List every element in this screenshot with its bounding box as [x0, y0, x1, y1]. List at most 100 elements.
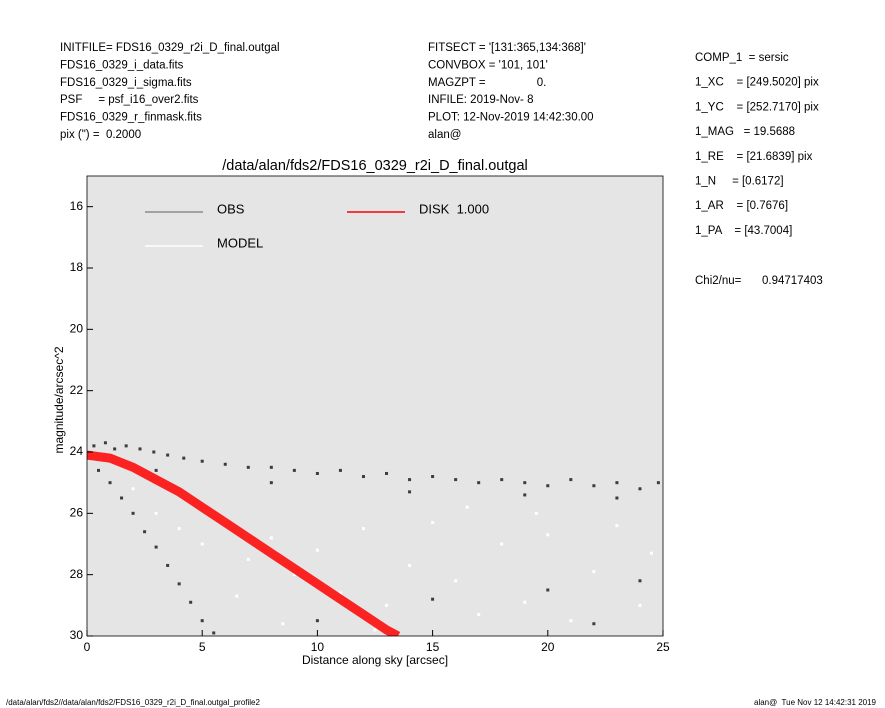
data-point: [385, 471, 389, 475]
data-point: [131, 487, 135, 491]
data-point: [124, 444, 128, 448]
data-point: [200, 619, 204, 623]
x-tick-label: 10: [311, 640, 325, 654]
data-point: [338, 468, 342, 472]
y-tick-label: 20: [70, 322, 84, 336]
header-middle-line: FITSECT = '[131:365,134:368]': [428, 42, 586, 54]
header-right-line: COMP_1 = sersic: [695, 52, 789, 64]
header-middle-line: MAGZPT = 0.: [428, 77, 546, 89]
y-tick-label: 16: [70, 199, 84, 213]
data-point: [361, 475, 365, 479]
data-point: [152, 450, 156, 454]
data-point: [408, 563, 412, 567]
legend-label: MODEL: [217, 235, 263, 250]
data-point: [534, 511, 538, 515]
data-point: [292, 468, 296, 472]
plot-frame: [86, 175, 664, 637]
data-point: [454, 579, 458, 583]
data-point: [113, 447, 117, 451]
data-point: [592, 570, 596, 574]
data-point: [212, 631, 216, 635]
data-point: [615, 481, 619, 485]
y-tick-label: 26: [70, 506, 84, 520]
data-point: [523, 493, 527, 497]
header-middle-line: INFILE: 2019-Nov- 8: [428, 94, 533, 106]
header-left-line: FDS16_0329_i_sigma.fits: [60, 77, 192, 89]
header-right-line: 1_PA = [43.7004]: [695, 225, 792, 237]
y-tick-label: 28: [70, 567, 84, 581]
data-point: [177, 527, 181, 531]
data-point: [408, 490, 412, 494]
data-point: [615, 524, 619, 528]
x-tick-label: 5: [199, 640, 206, 654]
y-tick-label: 24: [70, 444, 84, 458]
data-point: [546, 533, 550, 537]
data-point: [200, 459, 204, 463]
data-point: [592, 622, 596, 626]
footer-left: /data/alan/fds2//data/alan/fds2/FDS16_03…: [6, 698, 261, 707]
y-tick-label: 18: [70, 260, 84, 274]
data-point: [500, 542, 504, 546]
data-point: [569, 478, 573, 482]
chi-value: 0.94717403: [762, 275, 823, 287]
data-point: [182, 456, 186, 460]
data-point: [373, 628, 377, 632]
data-point: [246, 465, 250, 469]
y-tick-label: 22: [70, 383, 84, 397]
legend-label: DISK 1.000: [419, 201, 489, 216]
data-point: [269, 465, 273, 469]
header-left-line: PSF = psf_i16_over2.fits: [60, 94, 199, 106]
data-point: [638, 487, 642, 491]
data-point: [361, 527, 365, 531]
data-point: [523, 600, 527, 604]
data-point: [177, 582, 181, 586]
data-point: [143, 530, 147, 534]
data-point: [431, 475, 435, 479]
data-point: [546, 484, 550, 488]
data-point: [131, 511, 135, 515]
data-point: [615, 496, 619, 500]
data-point: [523, 481, 527, 485]
x-tick-label: 15: [426, 640, 440, 654]
x-tick-label: 0: [84, 640, 91, 654]
header-left-line: pix (") = 0.2000: [60, 129, 141, 141]
data-point: [569, 619, 573, 623]
x-tick-label: 20: [541, 640, 555, 654]
header-right-line: 1_RE = [21.6839] pix: [695, 151, 813, 163]
header-left-line: INITFILE= FDS16_0329_r2i_D_final.outgal: [60, 42, 280, 54]
data-point: [103, 441, 107, 445]
data-point: [500, 478, 504, 482]
data-point: [465, 505, 469, 509]
data-point: [108, 481, 112, 485]
data-point: [154, 545, 158, 549]
header-left-line: FDS16_0329_i_data.fits: [60, 59, 184, 71]
data-point: [338, 591, 342, 595]
data-point: [269, 481, 273, 485]
data-point: [166, 563, 170, 567]
data-point: [269, 536, 273, 540]
data-point: [408, 478, 412, 482]
data-point: [649, 551, 653, 555]
data-point: [315, 471, 319, 475]
header-left-line: FDS16_0329_r_finmask.fits: [60, 112, 202, 124]
data-point: [97, 468, 101, 472]
data-point: [120, 496, 124, 500]
data-point: [477, 481, 481, 485]
data-point: [138, 447, 142, 451]
y-axis-label: magnitude/arcsec^2: [52, 346, 66, 453]
data-point: [189, 600, 193, 604]
plot-background: [87, 176, 663, 636]
data-point: [154, 468, 158, 472]
data-point: [154, 511, 158, 515]
header-right-line: 1_MAG = 19.5688: [695, 126, 795, 138]
data-point: [315, 619, 319, 623]
data-point: [592, 484, 596, 488]
data-point: [200, 542, 204, 546]
plot-marks: [87, 441, 660, 636]
data-point: [223, 462, 227, 466]
data-point: [246, 557, 250, 561]
chart-title: /data/alan/fds2/FDS16_0329_r2i_D_final.o…: [222, 158, 528, 174]
data-line: [87, 450, 401, 636]
